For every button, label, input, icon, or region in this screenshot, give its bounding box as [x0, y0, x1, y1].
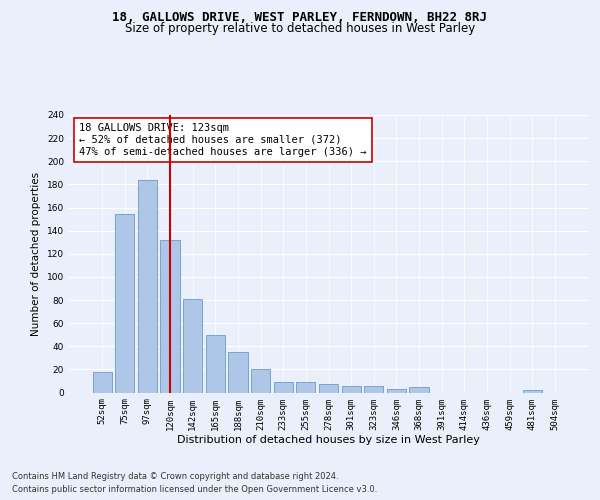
Bar	[92, 372, 112, 392]
Bar	[115, 214, 134, 392]
Bar	[229, 352, 248, 393]
Text: Contains HM Land Registry data © Crown copyright and database right 2024.: Contains HM Land Registry data © Crown c…	[12, 472, 338, 481]
Bar	[523, 390, 542, 392]
X-axis label: Distribution of detached houses by size in West Parley: Distribution of detached houses by size …	[177, 435, 480, 445]
Text: Size of property relative to detached houses in West Parley: Size of property relative to detached ho…	[125, 22, 475, 35]
Bar	[274, 382, 293, 392]
Bar	[319, 384, 338, 392]
Y-axis label: Number of detached properties: Number of detached properties	[31, 172, 41, 336]
Bar	[296, 382, 316, 392]
Bar	[341, 386, 361, 392]
Bar	[251, 370, 270, 392]
Bar	[387, 389, 406, 392]
Text: 18 GALLOWS DRIVE: 123sqm
← 52% of detached houses are smaller (372)
47% of semi-: 18 GALLOWS DRIVE: 123sqm ← 52% of detach…	[79, 124, 367, 156]
Text: 18, GALLOWS DRIVE, WEST PARLEY, FERNDOWN, BH22 8RJ: 18, GALLOWS DRIVE, WEST PARLEY, FERNDOWN…	[113, 11, 487, 24]
Bar	[206, 334, 225, 392]
Bar	[160, 240, 180, 392]
Bar	[409, 386, 428, 392]
Bar	[183, 299, 202, 392]
Bar	[138, 180, 157, 392]
Bar	[364, 386, 383, 392]
Text: Contains public sector information licensed under the Open Government Licence v3: Contains public sector information licen…	[12, 485, 377, 494]
